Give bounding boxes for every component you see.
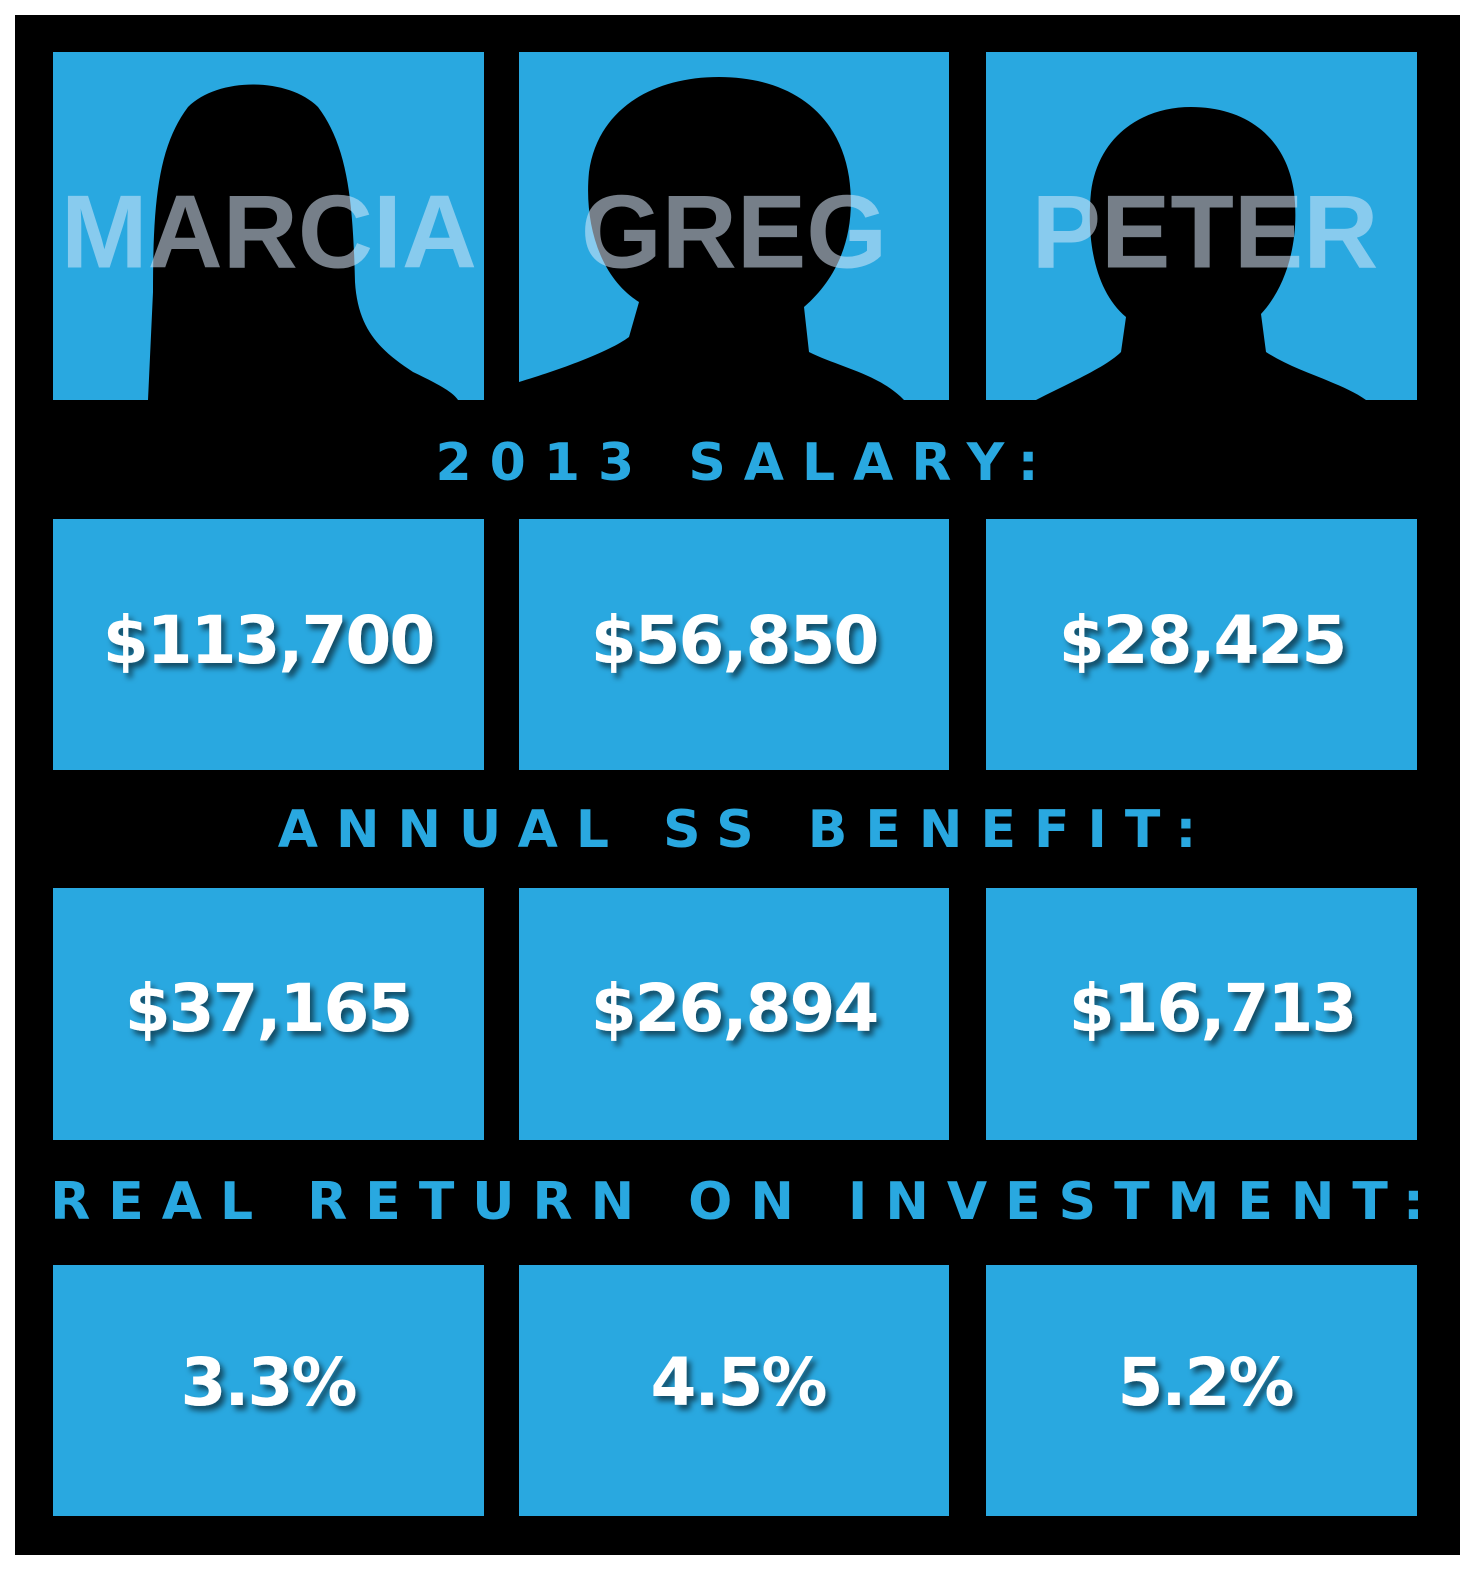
person-name: GREG [581,174,887,290]
value: $28,425 [1059,602,1346,679]
photo-tile [519,52,949,400]
value: $113,700 [103,602,434,679]
value: $56,850 [591,602,878,679]
photo-tile [986,52,1417,400]
value: $16,713 [1069,970,1356,1047]
value-tile [53,888,484,1140]
value-tile [53,519,484,770]
person-name: PETER [1032,174,1379,290]
value-tile [986,519,1417,770]
value-tile [986,1265,1417,1516]
value-tile [519,519,949,770]
photo-tile [53,52,484,400]
person-name: MARCIA [61,174,477,290]
value: $26,894 [591,970,878,1047]
value-tile [519,888,949,1140]
value-tile [519,1265,949,1516]
value-tile [53,1265,484,1516]
value: 3.3% [180,1344,356,1421]
section-heading: REAL RETURN ON INVESTMENT: [50,1172,1442,1232]
value: 4.5% [650,1344,826,1421]
value: $37,165 [125,970,412,1047]
section-heading: ANNUAL SS BENEFIT: [278,800,1215,860]
section-heading: 2013 SALARY: [435,433,1056,493]
value-tile [986,888,1417,1140]
value: 5.2% [1117,1344,1293,1421]
